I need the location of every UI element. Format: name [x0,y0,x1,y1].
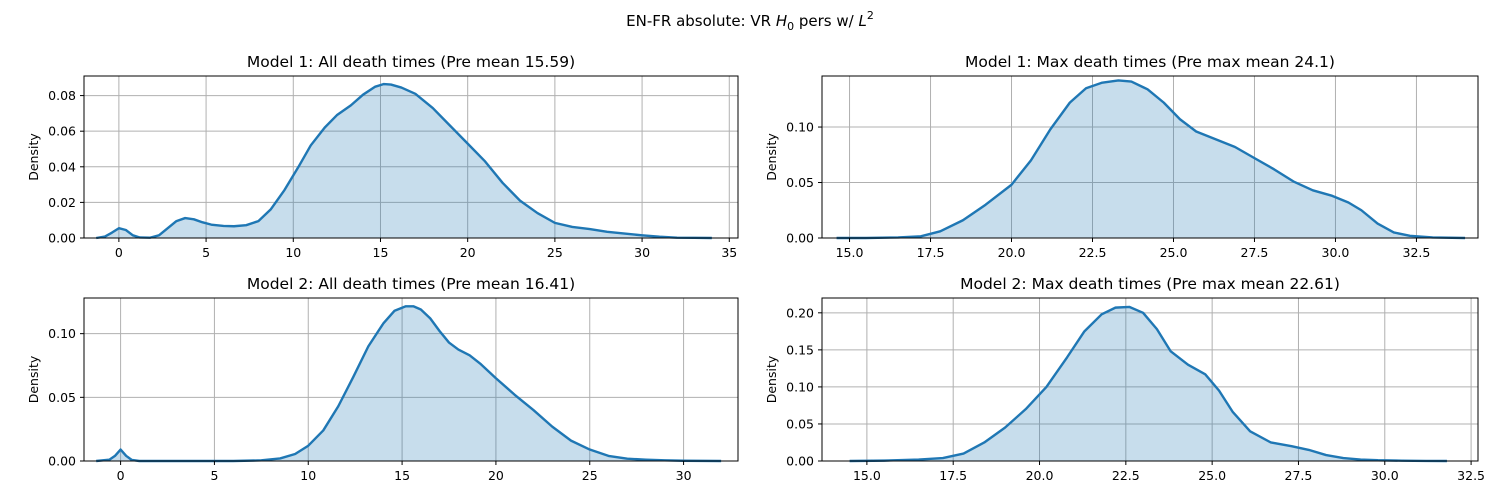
y-tick-label: 0.00 [48,454,76,469]
y-tick-label: 0.20 [786,305,814,320]
axes-frame [821,297,1479,462]
x-tick-label: 20 [488,468,504,483]
y-tick-label: 0.05 [48,390,76,405]
x-tick-label: 20.0 [998,245,1026,260]
y-tick-label: 0.00 [48,231,76,246]
y-tick-label: 0.05 [786,175,814,190]
x-tick-label: 30.0 [1371,468,1399,483]
y-tick-label: 0.10 [786,120,814,135]
subplot-1: 0 5 10 15 20 25 30 35 0.00 0.02 0.04 0.06 0.08 Model … [26,53,739,260]
y-tick-label: 0.10 [48,326,76,341]
x-tick-label: 15.0 [836,245,864,260]
y-tick-label: 0.05 [786,416,814,431]
axes-frame [821,75,1479,239]
y-tick-label: 0.08 [48,88,76,103]
x-tick-label: 30 [634,245,650,260]
x-tick-label: 0 [117,468,125,483]
x-tick-label: 5 [210,468,218,483]
x-tick-label: 0 [115,245,123,260]
axes-frame [83,297,739,462]
subplot-title: Model 1: Max death times (Pre max mean 2… [965,53,1335,71]
y-axis-label: Density [764,355,779,403]
y-tick-label: 0.04 [48,159,76,174]
y-tick-label: 0.02 [48,195,76,210]
density-area [96,306,722,461]
x-tick-label: 20.0 [1026,468,1054,483]
density-line [96,82,712,240]
x-tick-label: 32.5 [1403,245,1431,260]
y-axis-label: Density [764,133,779,181]
y-axis-label: Density [26,355,41,403]
y-axis-label: Density [26,133,41,181]
density-line [849,305,1447,463]
x-tick-label: 25 [582,468,598,483]
subplot-3: 0 5 10 15 20 25 30 0.00 0.05 0.10 Model 2: All dea… [26,275,739,483]
x-tick-label: 35 [721,245,737,260]
x-tick-label: 22.5 [1079,245,1107,260]
density-area [849,306,1447,461]
x-tick-label: 15.0 [853,468,881,483]
subplot-title: Model 2: Max death times (Pre max mean 2… [960,275,1340,293]
x-tick-label: 27.5 [1285,468,1313,483]
x-tick-label: 30.0 [1322,245,1350,260]
x-tick-label: 5 [202,245,210,260]
x-tick-label: 27.5 [1241,245,1269,260]
x-tick-label: 22.5 [1112,468,1140,483]
subplots: 0 5 10 15 20 25 30 35 0.00 0.02 0.04 0.06 0.08 Model … [26,53,1485,483]
axes-frame [83,75,739,239]
subplot-4: 15.0 17.5 20.0 22.5 25.0 27.5 30.0 32.5 0.00 0.05… [764,275,1485,483]
subplot-title: Model 2: All death times (Pre mean 16.41… [247,275,575,293]
density-area [96,84,712,238]
subplot-title: Model 1: All death times (Pre mean 15.59… [247,53,575,71]
x-tick-label: 17.5 [917,245,945,260]
x-tick-label: 10 [300,468,316,483]
x-tick-label: 32.5 [1457,468,1485,483]
y-tick-label: 0.10 [786,379,814,394]
x-tick-label: 15 [394,468,410,483]
y-tick-label: 0.06 [48,124,76,139]
density-line [836,79,1466,240]
x-tick-label: 25.0 [1160,245,1188,260]
x-tick-label: 15 [373,245,389,260]
figure-title: EN-FR absolute: VR H0 pers w/ L2 [626,9,874,33]
y-tick-label: 0.15 [786,342,814,357]
y-tick-label: 0.00 [786,231,814,246]
x-tick-label: 25 [547,245,563,260]
x-tick-label: 30 [676,468,692,483]
y-tick-label: 0.00 [786,454,814,469]
x-tick-label: 20 [460,245,476,260]
x-tick-label: 17.5 [939,468,967,483]
x-tick-label: 25.0 [1198,468,1226,483]
x-tick-label: 10 [285,245,301,260]
subplot-2: 15.0 17.5 20.0 22.5 25.0 27.5 30.0 32.5 0.00 0.05… [764,53,1479,260]
